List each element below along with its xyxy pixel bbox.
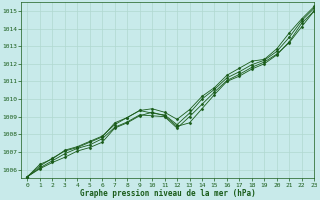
X-axis label: Graphe pression niveau de la mer (hPa): Graphe pression niveau de la mer (hPa)	[80, 189, 256, 198]
